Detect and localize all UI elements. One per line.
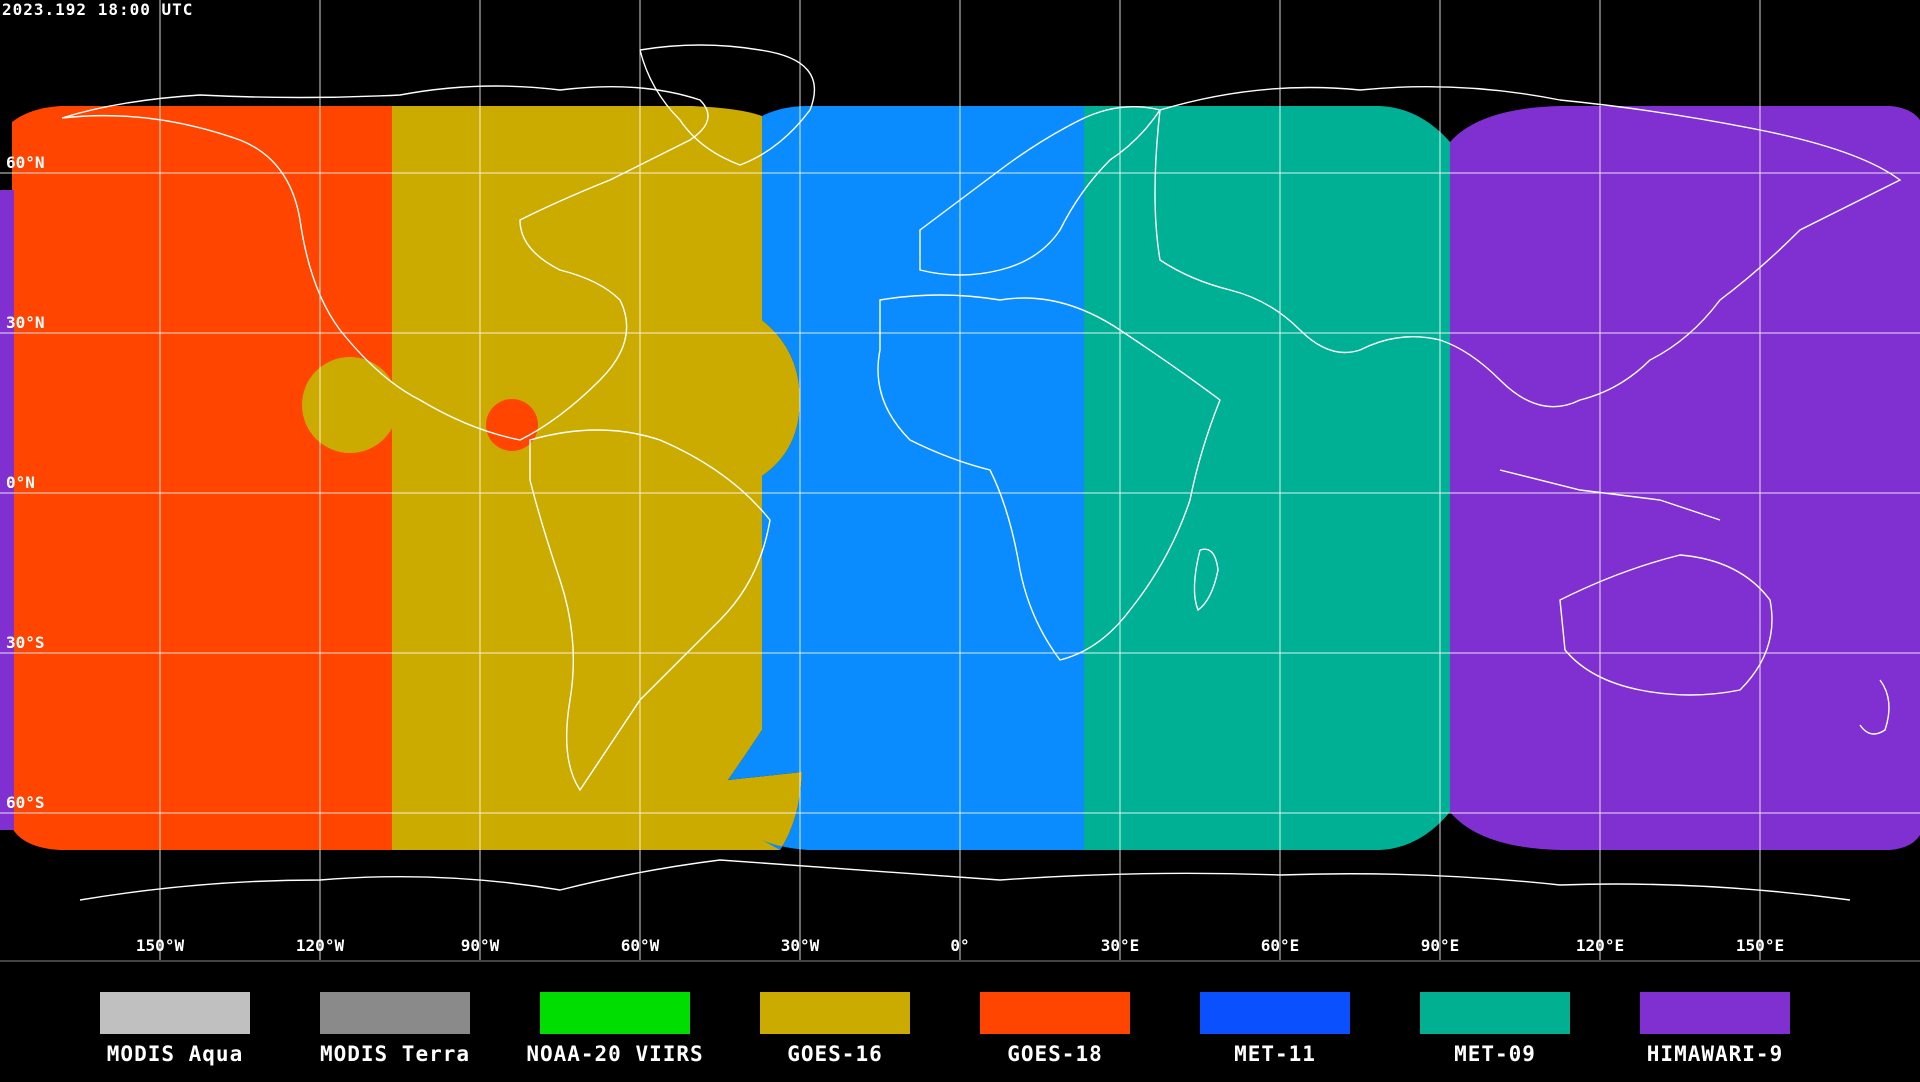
north-america-coast <box>61 85 709 441</box>
composite-coverage-map <box>0 0 1920 960</box>
latitude-label: 60°S <box>6 793 45 812</box>
goes16-coverage-disc <box>302 357 398 453</box>
legend-swatch <box>1640 992 1790 1034</box>
longitude-label: 150°E <box>1735 936 1785 955</box>
africa-coast <box>877 294 1221 661</box>
europe-coast <box>919 106 1162 276</box>
satellite-legend: MODIS Aqua MODIS Terra NOAA-20 VIIRS GOES-1… <box>0 960 1920 1082</box>
longitude-label: 60°W <box>620 936 660 955</box>
legend-item: NOAA-20 VIIRS <box>505 992 725 1066</box>
goes18-coverage <box>12 106 392 850</box>
graticule <box>0 0 1920 960</box>
asia-coast <box>1154 85 1902 408</box>
legend-item: HIMAWARI-9 <box>1605 992 1825 1066</box>
met11-coverage <box>728 106 1084 850</box>
himawari9-coverage-west-edge <box>0 190 14 830</box>
antarctica-coast <box>79 859 1851 901</box>
coastlines <box>61 44 1902 901</box>
indonesia-coast <box>1499 469 1721 521</box>
longitude-label: 30°E <box>1100 936 1140 955</box>
latitude-label: 30°S <box>6 633 45 652</box>
longitude-label: 0° <box>950 936 970 955</box>
legend-swatch <box>1200 992 1350 1034</box>
new-zealand-coast <box>1859 679 1890 735</box>
longitude-label: 60°E <box>1260 936 1300 955</box>
legend-swatch <box>100 992 250 1034</box>
longitude-label: 150°W <box>135 936 185 955</box>
legend-label: MODIS Aqua <box>106 1042 244 1066</box>
met09-coverage <box>1084 106 1450 850</box>
longitude-label: 90°W <box>460 936 500 955</box>
latitude-label: 30°N <box>6 313 45 332</box>
legend-item: MODIS Terra <box>285 992 505 1066</box>
longitude-label: 30°W <box>780 936 820 955</box>
legend-item: MODIS Aqua <box>65 992 285 1066</box>
longitude-label: 90°E <box>1420 936 1460 955</box>
legend-label: MET-09 <box>1454 1042 1536 1066</box>
australia-coast <box>1559 554 1773 696</box>
longitude-label: 120°W <box>295 936 345 955</box>
legend-label: GOES-18 <box>1007 1042 1103 1066</box>
latitude-label: 60°N <box>6 153 45 172</box>
legend-item: MET-11 <box>1165 992 1385 1066</box>
timestamp: 2023.192 18:00 UTC <box>2 0 194 19</box>
himawari9-coverage <box>1450 106 1920 850</box>
legend-item: GOES-16 <box>725 992 945 1066</box>
goes16-coverage <box>392 106 802 850</box>
legend-label: MODIS Terra <box>319 1042 471 1066</box>
legend-label: HIMAWARI-9 <box>1646 1042 1784 1066</box>
legend-swatch <box>1420 992 1570 1034</box>
legend-label: NOAA-20 VIIRS <box>526 1042 704 1066</box>
legend-item: MET-09 <box>1385 992 1605 1066</box>
madagascar-coast <box>1193 548 1219 612</box>
legend-label: MET-11 <box>1234 1042 1316 1066</box>
legend-swatch <box>540 992 690 1034</box>
legend-swatch <box>980 992 1130 1034</box>
greenland-coast <box>639 44 815 166</box>
legend-swatch <box>320 992 470 1034</box>
longitude-label: 120°E <box>1575 936 1625 955</box>
legend-label: GOES-16 <box>787 1042 883 1066</box>
latitude-label: 0°N <box>6 473 35 492</box>
legend-swatch <box>760 992 910 1034</box>
legend-item: GOES-18 <box>945 992 1165 1066</box>
